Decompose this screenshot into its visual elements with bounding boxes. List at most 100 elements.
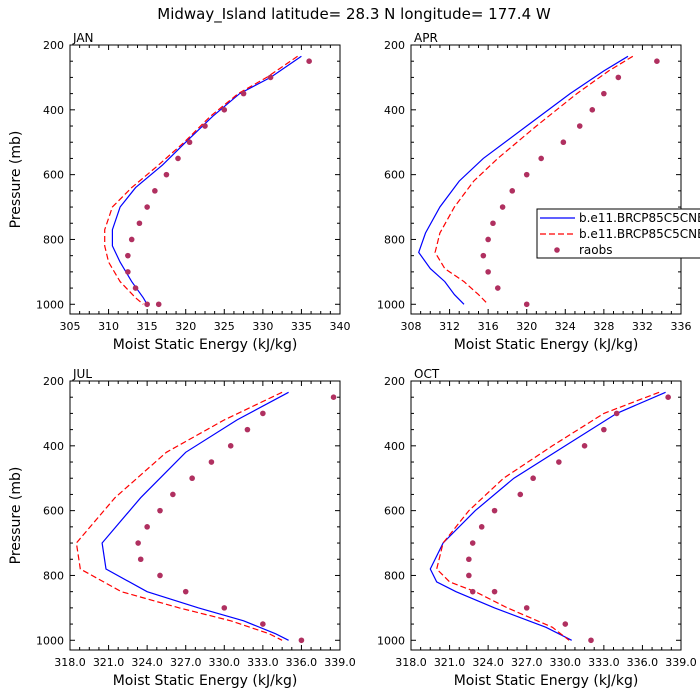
obs-point [306,58,312,65]
x-tick-label: 328 [593,320,614,333]
obs-point [538,155,544,162]
panel-title: APR [414,31,438,45]
obs-point [244,426,251,433]
obs-point [499,204,506,210]
y-tick-label: 400 [43,104,64,117]
legend-label: b.e11.BRCP85C5CNBDRD.f09_g16.001 [579,211,700,225]
obs-point [601,426,607,433]
obs-point [494,285,501,291]
x-tick-label: 321.0 [93,656,125,669]
y-tick-label: 200 [384,375,405,388]
obs-point [298,637,305,644]
obs-point [576,123,583,129]
x-axis-label: Moist Static Energy (kJ/kg) [454,337,639,353]
x-tick-label: 305 [60,320,81,333]
obs-point [469,588,476,595]
y-tick-label: 600 [43,169,64,182]
plot-frame [69,44,341,315]
x-tick-label: 332 [632,320,653,333]
obs-point [144,524,150,530]
obs-point [469,540,476,546]
x-tick-label: 324 [555,320,576,333]
obs-point [615,74,622,81]
obs-point [589,107,596,113]
y-tick-label: 600 [43,505,64,518]
x-tick-label: 310 [98,320,119,333]
obs-point [137,556,144,563]
y-tick-label: 400 [384,440,405,453]
obs-point [260,621,266,627]
obs-point [221,107,228,113]
y-axis-label: Pressure (mb) [8,131,24,229]
x-tick-label: 318.0 [54,656,86,669]
obs-point [208,459,215,465]
obs-point [654,58,660,65]
y-tick-label: 1000 [36,298,64,311]
panel-title: OCT [414,367,440,381]
x-tick-label: 308 [401,320,422,333]
x-tick-label: 327.0 [511,656,543,669]
panel-apr: 308 312 316 320 324 328 332 336 200 400 600 800 1000… [377,31,700,353]
obs-point [613,410,620,417]
obs-point [601,90,607,97]
x-tick-label: 316 [478,320,499,333]
legend-label: b.e11.BRCP85C5CNBDRD.f09_g16.002 [579,227,700,241]
x-tick-label: 335 [291,320,312,333]
y-tick-label: 600 [384,169,405,182]
y-tick-label: 400 [384,104,405,117]
obs-point [135,540,141,546]
x-tick-label: 336.0 [286,656,318,669]
legend-marker [554,247,560,253]
model1-line [111,55,302,305]
y-tick-label: 1000 [377,298,405,311]
x-tick-label: 324.0 [472,656,504,669]
model2-line [434,55,634,305]
y-tick-label: 200 [384,39,405,52]
y-tick-label: 200 [43,375,64,388]
y-tick-label: 800 [43,233,64,246]
y-tick-label: 800 [384,569,405,582]
model1-line [101,391,289,641]
x-tick-label: 324.0 [131,656,163,669]
x-tick-label: 312 [439,320,460,333]
obs-point [523,301,530,308]
panel-jan: 305 310 315 320 325 330 335 340 200 400 600 800 1000… [8,31,351,353]
panels: 305 310 315 320 325 330 335 340 200 400 600 800 1000… [8,31,700,689]
model2-line [436,391,660,641]
obs-point [182,588,189,595]
x-tick-label: 339.0 [324,656,356,669]
x-tick-label: 320 [175,320,196,333]
x-tick-label: 320 [516,320,537,333]
obs-point [157,507,163,514]
x-tick-label: 330 [252,320,273,333]
y-tick-label: 200 [43,39,64,52]
x-tick-label: 339.0 [665,656,697,669]
y-axis-label: Pressure (mb) [8,467,24,565]
x-tick-label: 336.0 [627,656,659,669]
x-tick-label: 333.0 [588,656,620,669]
x-tick-label: 325 [214,320,235,333]
obs-point [509,188,516,194]
obs-point [202,123,208,129]
legend: b.e11.BRCP85C5CNBDRD.f09_g16.001 b.e11.BR… [536,208,700,259]
obs-point [560,139,567,146]
obs-point [491,507,498,514]
obs-point [227,443,234,449]
figure-title: Midway_Island latitude= 28.3 N longitude… [157,5,551,24]
x-tick-label: 330.0 [550,656,582,669]
x-axis-label: Moist Static Energy (kJ/kg) [454,673,639,689]
legend-label: raobs [579,243,613,257]
obs-point [240,90,247,97]
obs-point [144,204,150,210]
x-tick-label: 333.0 [247,656,279,669]
obs-point [588,637,594,644]
x-tick-label: 321.0 [434,656,466,669]
x-tick-label: 336 [671,320,692,333]
model1-line [429,391,666,641]
obs-point [466,556,472,563]
obs-point [478,524,485,530]
obs-point [125,269,131,275]
x-tick-label: 327.0 [170,656,202,669]
obs-point [186,139,193,146]
